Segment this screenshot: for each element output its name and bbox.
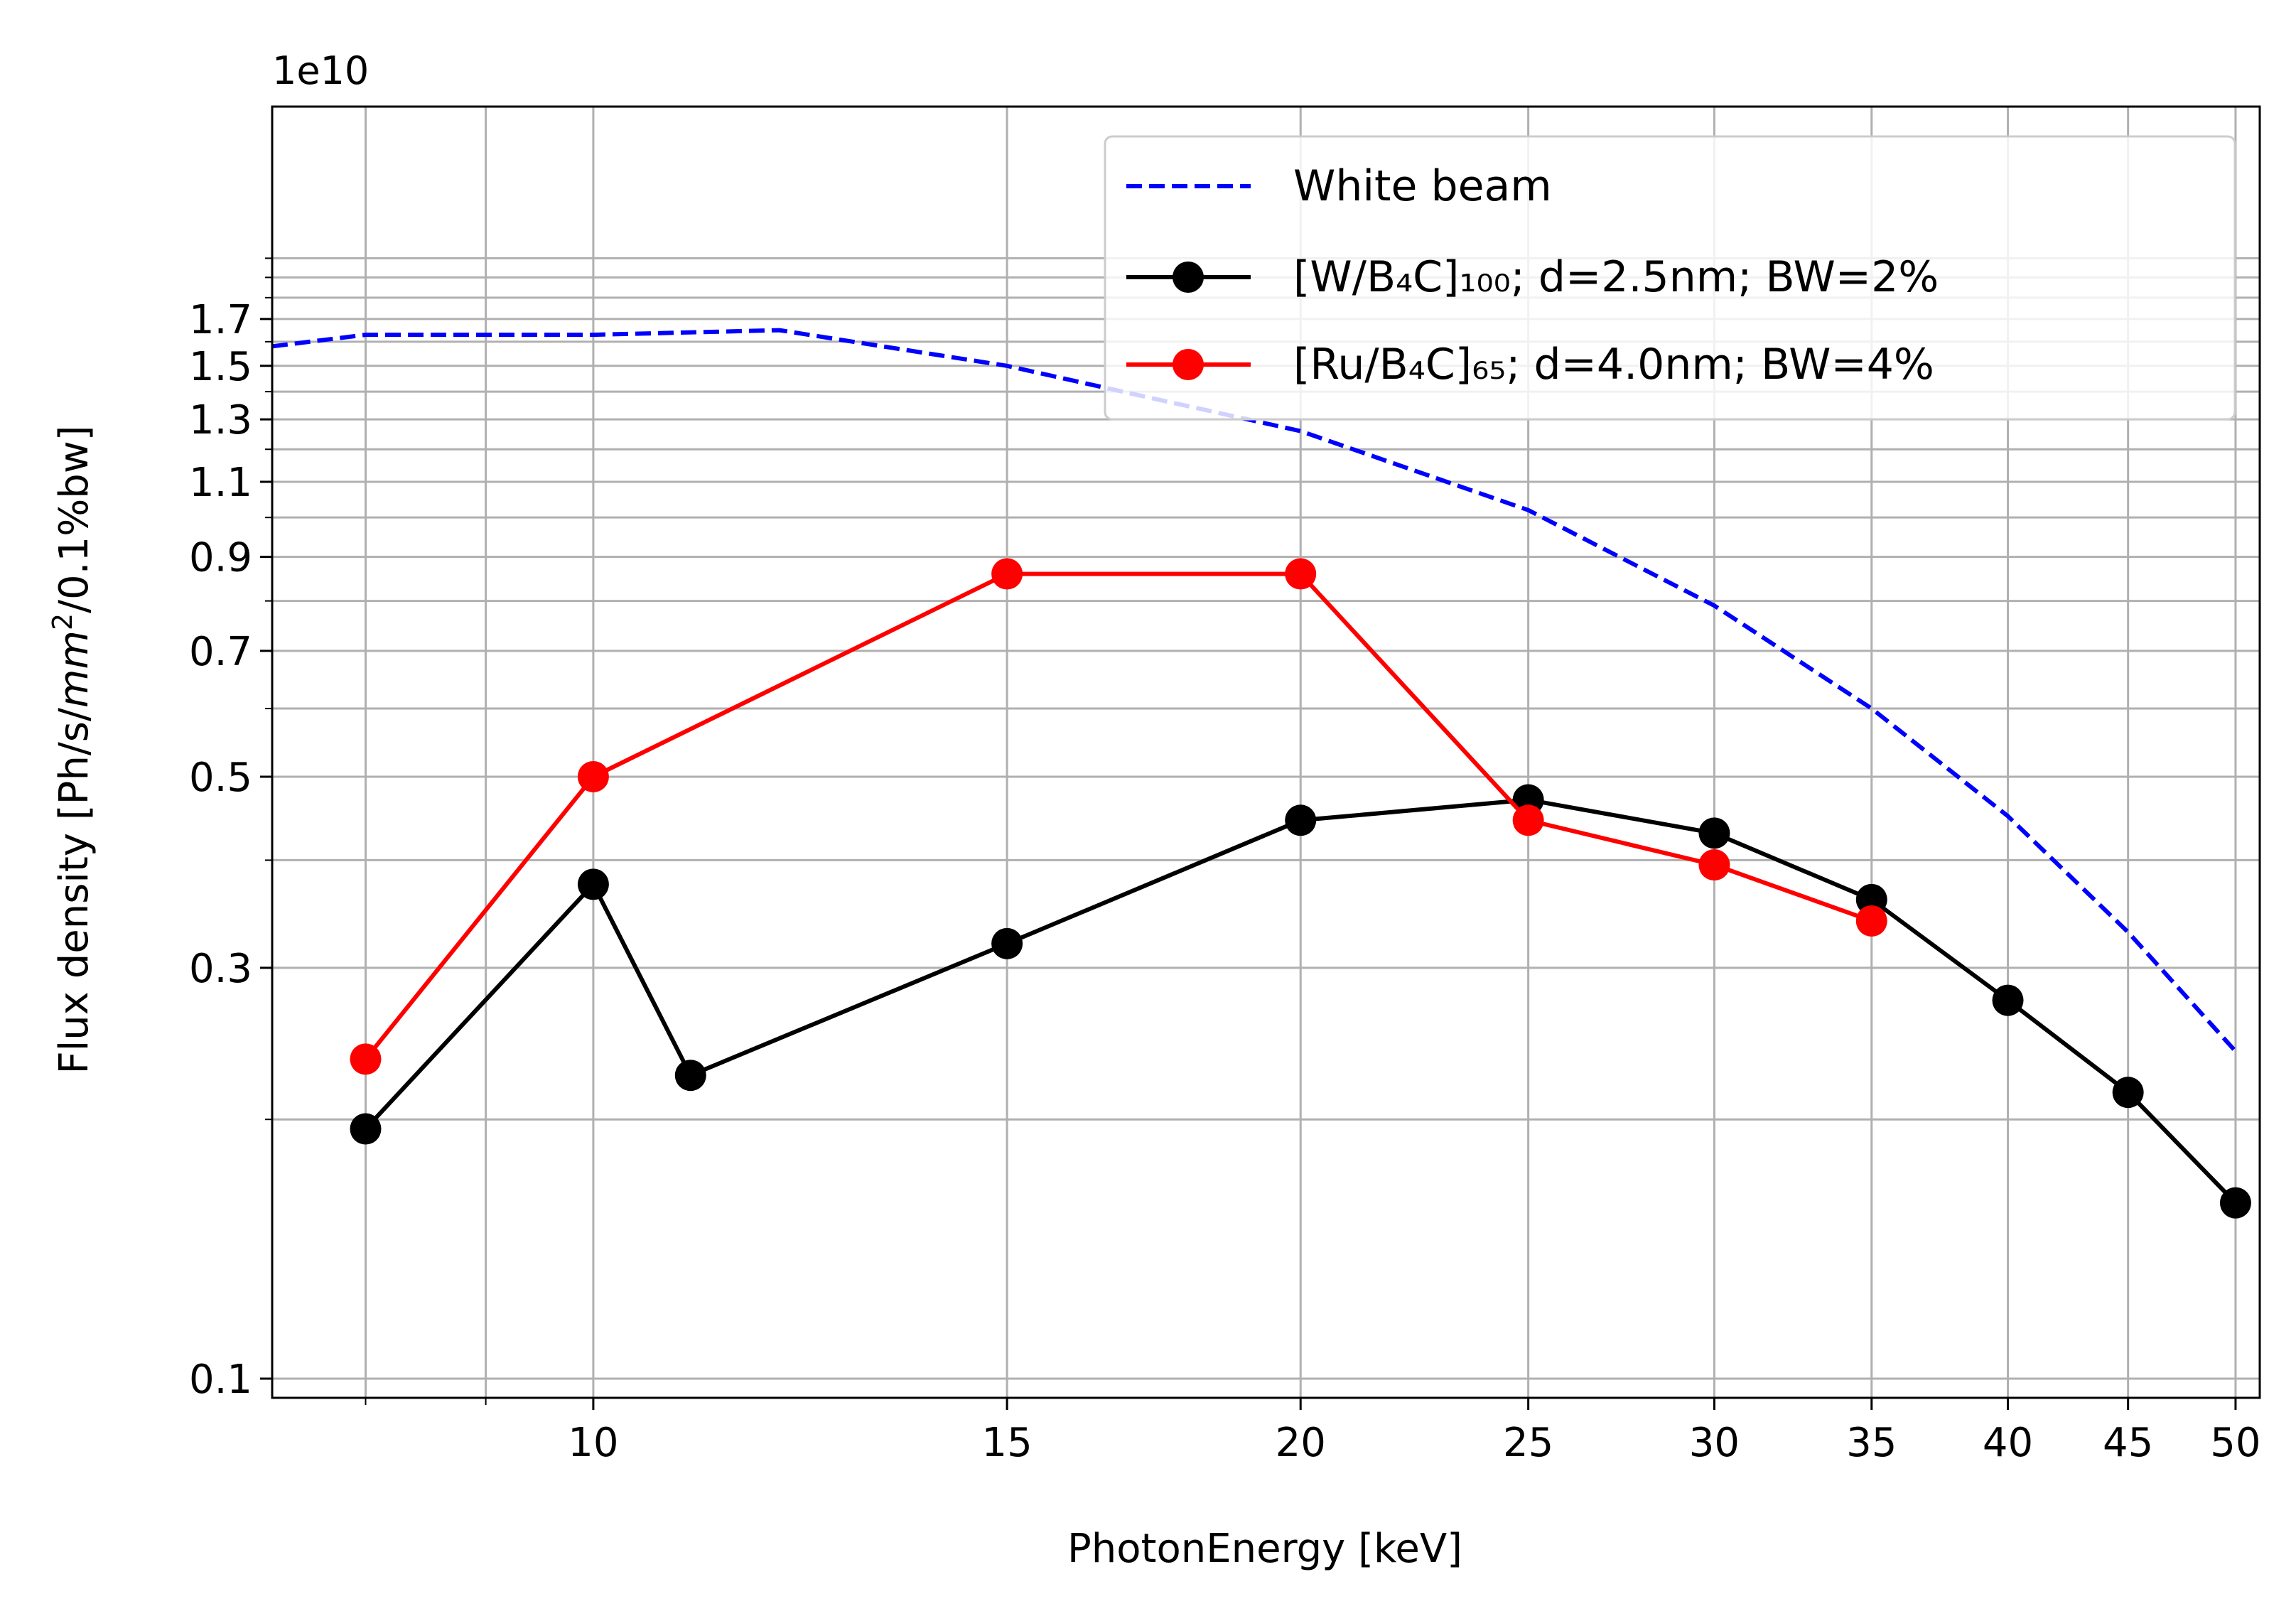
legend-label-1: White beam bbox=[1293, 161, 1552, 211]
y-tick-label: 1.3 bbox=[189, 397, 252, 443]
series-2-point bbox=[674, 1060, 706, 1092]
x-tick-label: 25 bbox=[1503, 1420, 1553, 1466]
y-axis-label-part-3: 2 bbox=[47, 613, 78, 630]
series-line-1 bbox=[271, 328, 2238, 1053]
y-axis-label-part-4: /0.1%bw] bbox=[51, 426, 97, 613]
legend: White beam [W/B₄C]₁₀₀; d=2.5nm; BW=2% [Ru/… bbox=[1104, 135, 2236, 421]
y-offset-text: 1e10 bbox=[272, 48, 369, 93]
series-2-point bbox=[350, 1113, 382, 1145]
x-tick-label: 20 bbox=[1276, 1420, 1326, 1466]
series-3-point bbox=[1855, 905, 1887, 937]
x-tick-label: 30 bbox=[1689, 1420, 1740, 1466]
y-tick-label: 1.7 bbox=[189, 297, 252, 343]
plot-frame bbox=[271, 105, 2261, 1399]
axes: 10 15 20 25 30 35 40 45 50 0.1 0.3 0.5 0.7 0.9 1.1 1.3 1… bbox=[189, 105, 2261, 1466]
x-tick-label: 10 bbox=[568, 1420, 618, 1466]
y-tick-label: 0.9 bbox=[189, 535, 252, 581]
y-tick-label: 0.1 bbox=[189, 1357, 252, 1403]
series-2-point bbox=[2219, 1187, 2251, 1219]
series-2-point bbox=[1992, 984, 2024, 1016]
y-tick-label: 0.7 bbox=[189, 629, 252, 675]
series-layer bbox=[271, 328, 2251, 1219]
x-tick-label: 45 bbox=[2103, 1420, 2153, 1466]
legend-label-2: [W/B₄C]₁₀₀; d=2.5nm; BW=2% bbox=[1293, 252, 1939, 302]
x-tick-label: 40 bbox=[1983, 1420, 2033, 1466]
series-3-point bbox=[577, 760, 609, 792]
series-3-point bbox=[1698, 849, 1730, 881]
y-tick-label: 1.5 bbox=[189, 344, 252, 390]
y-axis-label-part-2: mm bbox=[51, 630, 97, 708]
y-tick-label: 0.3 bbox=[189, 946, 252, 992]
series-2-point bbox=[1698, 817, 1730, 849]
legend-marker-3 bbox=[1173, 349, 1204, 380]
y-tick-label: 1.1 bbox=[189, 460, 252, 506]
legend-box bbox=[1104, 135, 2236, 421]
x-tick-label: 35 bbox=[1846, 1420, 1897, 1466]
series-3-point bbox=[1512, 804, 1544, 836]
series-3-point bbox=[1285, 558, 1317, 590]
series-2-point bbox=[2112, 1077, 2144, 1109]
y-axis-label: Flux density [Ph/s/mm2/0.1%bw] bbox=[47, 426, 97, 1074]
series-2-point bbox=[1855, 883, 1887, 915]
y-tick-label: 0.5 bbox=[189, 755, 252, 801]
x-tick-label: 50 bbox=[2210, 1420, 2260, 1466]
series-2-point bbox=[577, 868, 609, 900]
series-3-point bbox=[991, 558, 1023, 590]
legend-marker-2 bbox=[1173, 262, 1204, 293]
series-2-point bbox=[1285, 804, 1317, 836]
series-2-point bbox=[991, 927, 1023, 959]
legend-label-3: [Ru/B₄C]₆₅; d=4.0nm; BW=4% bbox=[1293, 340, 1934, 389]
x-tick-label: 15 bbox=[981, 1420, 1032, 1466]
x-axis-label: PhotonEnergy [keV] bbox=[1067, 1526, 1462, 1572]
series-3-point bbox=[350, 1043, 382, 1075]
y-axis-label-part-1: Flux density [Ph/s/ bbox=[51, 708, 97, 1074]
